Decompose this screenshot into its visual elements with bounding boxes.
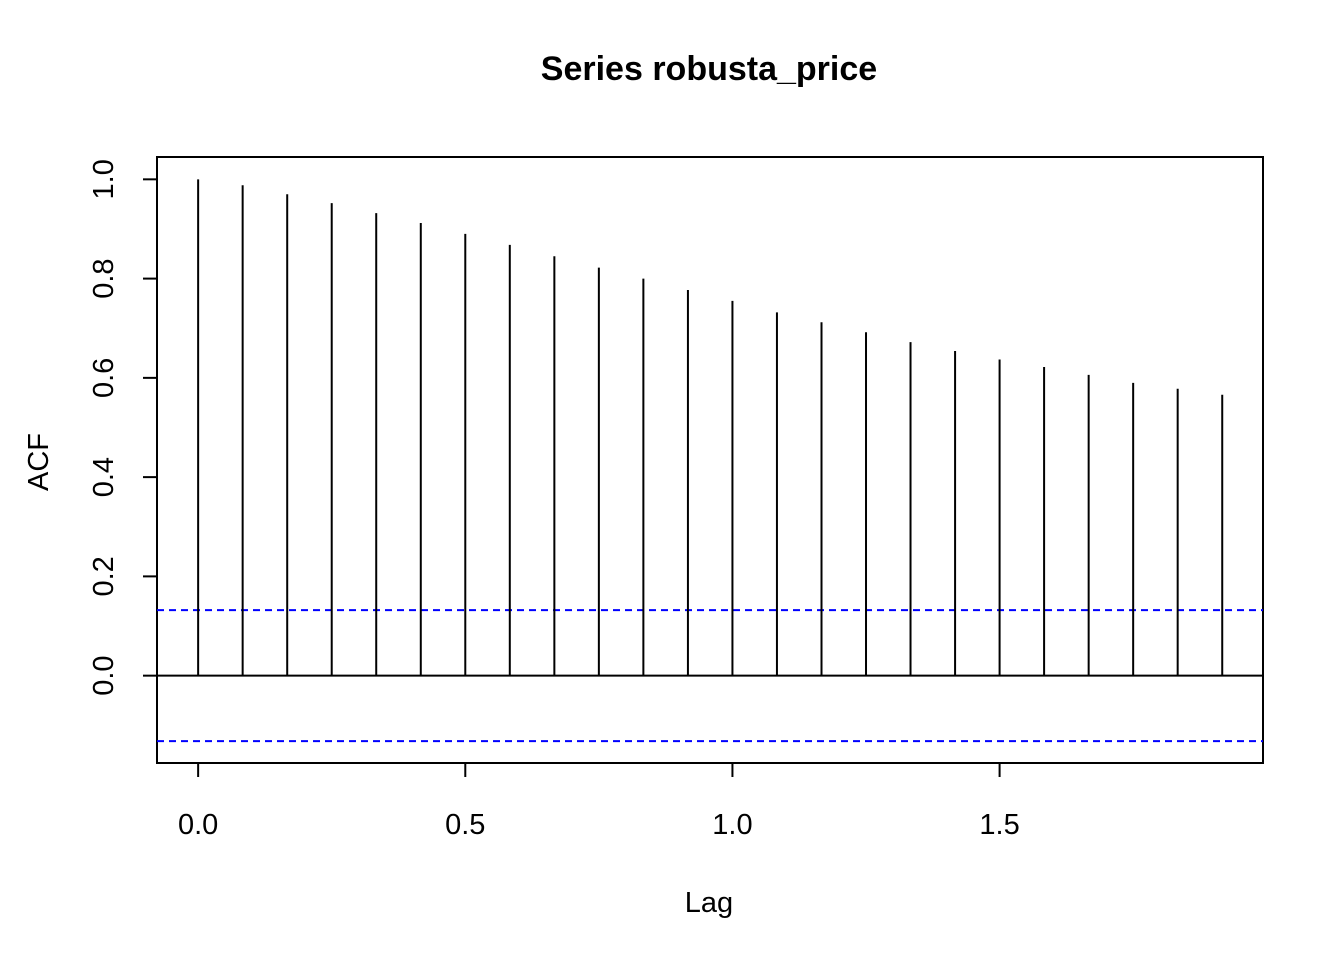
y-tick-label: 0.6 (88, 358, 120, 398)
x-axis-label: Lag (685, 887, 733, 919)
y-tick-label: 0.2 (88, 556, 120, 596)
x-tick-label: 0.0 (178, 809, 218, 841)
y-axis: 0.0 0.2 0.4 0.6 0.8 1.0 (88, 159, 158, 696)
confidence-lines (157, 609, 1263, 743)
chart-title: Series robusta_price (541, 50, 877, 88)
y-tick-label: 0.8 (88, 258, 120, 298)
plot-frame (156, 156, 1264, 764)
y-tick-label: 1.0 (88, 159, 120, 199)
y-tick-label: 0.0 (88, 655, 120, 695)
x-tick-label: 0.5 (445, 809, 485, 841)
y-axis-label: ACF (23, 433, 55, 491)
x-axis: 0.0 0.5 1.0 1.5 (178, 762, 1020, 841)
y-tick-label: 0.4 (88, 457, 120, 497)
acf-bars (197, 179, 1224, 676)
x-tick-label: 1.5 (979, 809, 1019, 841)
x-tick-label: 1.0 (712, 809, 752, 841)
